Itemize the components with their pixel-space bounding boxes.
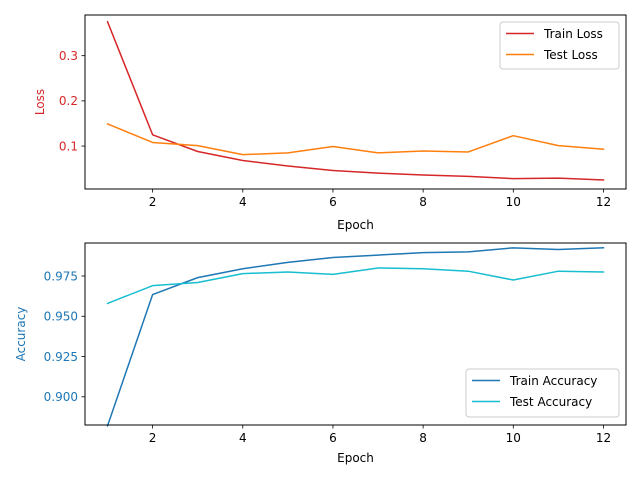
loss-x-tick-label: 10 bbox=[506, 195, 521, 209]
loss-y-tick-label: 0.1 bbox=[59, 139, 78, 153]
loss-legend: Train Loss Test Loss bbox=[499, 21, 620, 70]
series-line-test-accuracy bbox=[106, 267, 605, 305]
loss-x-tick-label: 4 bbox=[239, 195, 247, 209]
loss-y-tick-label: 0.3 bbox=[59, 49, 78, 63]
accuracy-legend: Train Accuracy Test Accuracy bbox=[465, 368, 620, 418]
accuracy-panel: 2 4 6 8 10 12 0.900 0.925 0.950 0.975 Epoch Accu… bbox=[14, 242, 627, 465]
accuracy-x-tick-label: 6 bbox=[329, 431, 337, 445]
accuracy-x-tick-label: 12 bbox=[596, 431, 611, 445]
accuracy-y-axis-label: Accuracy bbox=[14, 307, 28, 362]
loss-x-tick-label: 8 bbox=[419, 195, 427, 209]
loss-x-tick-label: 12 bbox=[596, 195, 611, 209]
loss-x-tick-label: 6 bbox=[329, 195, 337, 209]
loss-x-tick-label: 2 bbox=[149, 195, 157, 209]
accuracy-x-tick-label: 4 bbox=[239, 431, 247, 445]
accuracy-x-ticks: 2 4 6 8 10 12 bbox=[149, 425, 611, 445]
legend-train-loss-label: Train Loss bbox=[543, 27, 603, 41]
loss-axes-frame bbox=[84, 14, 627, 190]
accuracy-x-tick-label: 8 bbox=[419, 431, 427, 445]
loss-series-lines bbox=[106, 20, 605, 181]
loss-panel: 2 4 6 8 10 12 0.1 0.2 0.3 Epoch Loss Train Loss… bbox=[33, 14, 627, 232]
series-line-train-accuracy bbox=[106, 247, 605, 427]
series-line-test-loss bbox=[106, 122, 605, 156]
accuracy-x-tick-label: 10 bbox=[506, 431, 521, 445]
loss-x-axis-label: Epoch bbox=[337, 218, 374, 232]
legend-train-accuracy-label: Train Accuracy bbox=[509, 374, 597, 388]
accuracy-y-ticks: 0.900 0.925 0.950 0.975 bbox=[44, 269, 85, 404]
accuracy-y-tick-label: 0.950 bbox=[44, 310, 78, 324]
legend-test-accuracy-label: Test Accuracy bbox=[509, 395, 592, 409]
accuracy-axes-frame bbox=[84, 242, 627, 426]
accuracy-legend-box bbox=[465, 368, 620, 418]
accuracy-y-tick-label: 0.900 bbox=[44, 390, 78, 404]
accuracy-y-tick-label: 0.925 bbox=[44, 350, 78, 364]
loss-x-ticks: 2 4 6 8 10 12 bbox=[149, 189, 611, 209]
loss-y-tick-label: 0.2 bbox=[59, 94, 78, 108]
accuracy-series-lines bbox=[106, 247, 605, 427]
loss-y-axis-label: Loss bbox=[33, 89, 47, 115]
legend-test-loss-label: Test Loss bbox=[543, 48, 598, 62]
loss-y-ticks: 0.1 0.2 0.3 bbox=[59, 49, 85, 153]
series-line-train-loss bbox=[106, 20, 605, 181]
accuracy-y-tick-label: 0.975 bbox=[44, 269, 78, 283]
accuracy-x-axis-label: Epoch bbox=[337, 451, 374, 465]
accuracy-x-tick-label: 2 bbox=[149, 431, 157, 445]
